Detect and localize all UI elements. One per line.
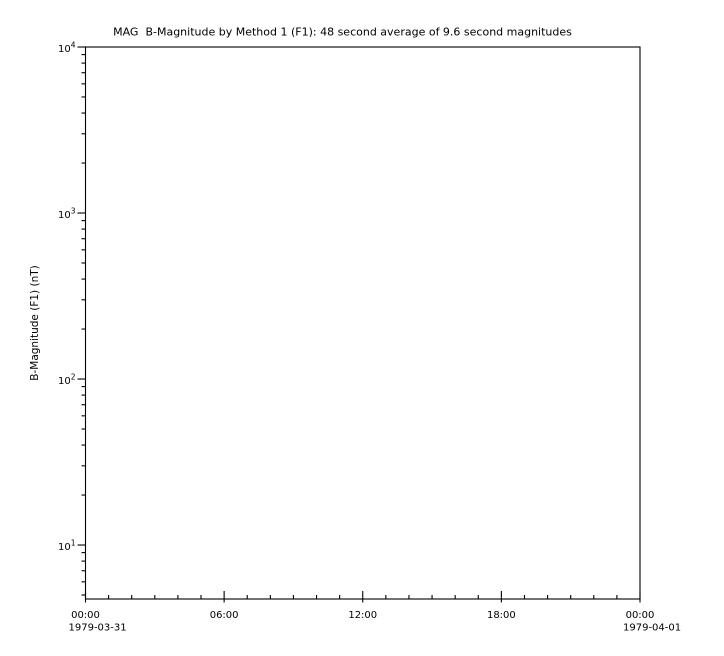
x-tick-label: 06:00: [210, 610, 239, 621]
y-axis-label: B-Magnitude (F1) (nT): [29, 265, 41, 380]
y-tick-label: 102: [58, 373, 76, 388]
y-tick-exponent: 3: [71, 207, 76, 216]
x-tick-label: 00:00: [71, 610, 100, 621]
x-tick-date-label: 1979-04-01: [623, 623, 681, 634]
x-tick-label: 00:00: [626, 610, 655, 621]
x-tick-label: 18:00: [487, 610, 516, 621]
chart-title: MAG B-Magnitude by Method 1 (F1): 48 sec…: [113, 26, 572, 39]
y-tick-exponent: 1: [71, 539, 76, 548]
x-tick-label: 12:00: [348, 610, 377, 621]
y-tick-label: 103: [58, 207, 76, 222]
plot-area: [84, 46, 641, 600]
y-tick-label: 104: [58, 41, 76, 56]
y-tick-exponent: 4: [71, 41, 76, 50]
x-tick-date-label: 1979-03-31: [69, 623, 127, 634]
y-tick-exponent: 2: [71, 373, 76, 382]
y-tick-label: 101: [58, 539, 76, 554]
